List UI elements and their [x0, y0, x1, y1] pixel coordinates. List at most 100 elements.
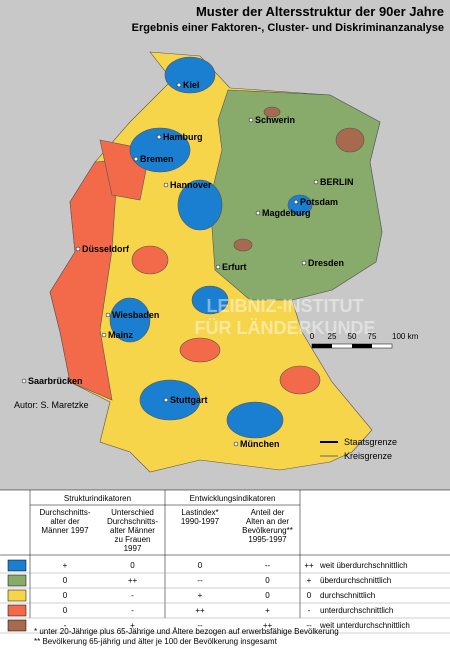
table-cell: + [198, 591, 203, 600]
city-label: Bremen [140, 154, 174, 164]
scale-label: 50 [348, 332, 357, 341]
column-header: Durchschnitts- [107, 517, 158, 526]
legend-sign: -- [306, 621, 312, 630]
table-cell: + [130, 621, 135, 630]
column-header: Anteil der [251, 508, 285, 517]
legend-label: weit unterdurchschnittlich [319, 621, 410, 630]
border-label: Kreisgrenze [344, 451, 392, 461]
city-dot [163, 397, 169, 403]
legend-sign: ++ [304, 561, 314, 570]
legend-label: durchschnittlich [320, 591, 375, 600]
column-header: Lastindex* [181, 508, 218, 517]
legend-sign: 0 [307, 591, 312, 600]
scale-label: 25 [328, 332, 337, 341]
city-label: BERLIN [320, 177, 354, 187]
table-cell: 0 [265, 591, 270, 600]
column-header: alter Männer [110, 526, 155, 535]
legend-label: weit überdurchschnittlich [319, 561, 408, 570]
city-label: Hamburg [163, 132, 203, 142]
scale-rect [352, 344, 372, 348]
scale-label: 0 [310, 332, 315, 341]
legend-sign: + [307, 576, 312, 585]
city-labels: Kiel Schwerin Hamburg Bremen BERLIN Hannover P… [21, 80, 354, 449]
scale-bar: 0 25 50 75 100 km [310, 332, 419, 349]
map-shapes [49, 51, 383, 473]
legend-table: Strukturindikatoren Entwicklungsindikator… [0, 489, 450, 650]
city-dot [215, 264, 221, 270]
city-dot [233, 441, 239, 447]
group-header: Entwicklungsindikatoren [190, 494, 276, 503]
footnote: * unter 20-Jährige plus 65-Jährige und Ä… [34, 627, 339, 636]
table-cell: -- [265, 561, 271, 570]
legend-swatch [7, 619, 27, 632]
column-header: Bevölkerung** [242, 526, 293, 535]
table-cell: 0 [63, 576, 68, 585]
city-label: Dresden [308, 258, 344, 268]
table-cell: ++ [263, 621, 273, 630]
legend-sign: - [308, 606, 311, 615]
city-dot [21, 378, 27, 384]
title: Muster der Altersstruktur der 90er Jahre [196, 4, 444, 19]
city-label: München [240, 439, 280, 449]
city-dot [176, 82, 182, 88]
table-cell: 0 [198, 561, 203, 570]
column-header: 1995-1997 [248, 535, 287, 544]
city-label: Potsdam [300, 197, 338, 207]
table-cell: 0 [130, 561, 135, 570]
table-cell: - [131, 606, 134, 615]
city-label: Saarbrücken [28, 376, 83, 386]
city-dot [105, 312, 111, 318]
table-cell: + [265, 606, 270, 615]
column-header: 1997 [124, 544, 142, 553]
city-label: Magdeburg [262, 208, 311, 218]
group-header: Strukturindikatoren [64, 494, 131, 503]
city-dot [248, 117, 254, 123]
city-label: Hannover [170, 180, 212, 190]
table-cell: -- [197, 576, 203, 585]
column-header: 1990-1997 [181, 517, 220, 526]
legend-swatch [7, 604, 27, 617]
city-label: Erfurt [222, 262, 247, 272]
legend-swatch [7, 559, 27, 572]
city-dot [75, 246, 81, 252]
footnote: ** Bevölkerung 65-jährig und älter je 10… [34, 637, 278, 646]
city-label: Mainz [108, 330, 134, 340]
city-dot [255, 210, 261, 216]
city-dot [101, 332, 107, 338]
column-header: zu Frauen [114, 535, 150, 544]
city-dot [156, 134, 162, 140]
city-dot [313, 179, 319, 185]
scale-label: 75 [368, 332, 377, 341]
column-header: alter der [50, 517, 80, 526]
legend-swatch [7, 589, 27, 602]
city-dot [293, 199, 299, 205]
column-header: Durchschnitts- [39, 508, 90, 517]
city-label: Wiesbaden [112, 310, 159, 320]
city-dot [301, 260, 307, 266]
table-bg [0, 490, 450, 650]
scale-label: 100 km [392, 332, 419, 341]
table-cell: ++ [195, 606, 205, 615]
table-cell: ++ [128, 576, 138, 585]
watermark: FÜR LÄNDERKUNDE [195, 318, 376, 338]
table-cell: 0 [63, 591, 68, 600]
column-header: Männer 1997 [41, 526, 89, 535]
column-header: Unterschied [111, 508, 154, 517]
table-cell: 0 [265, 576, 270, 585]
table-cell: 0 [63, 606, 68, 615]
border-label: Staatsgrenze [344, 437, 397, 447]
city-label: Düsseldorf [82, 244, 130, 254]
scale-rect [312, 344, 332, 348]
watermark: LEIBNIZ-INSTITUT [207, 296, 364, 316]
legend-label: überdurchschnittlich [320, 576, 391, 585]
city-dot [163, 182, 169, 188]
table-cell: - [64, 621, 67, 630]
legend-swatch [7, 574, 27, 587]
subtitle: Ergebnis einer Faktoren-, Cluster- und D… [132, 22, 444, 34]
legend-label: unterdurchschnittlich [320, 606, 393, 615]
author: Autor: S. Maretzke [14, 400, 89, 410]
table-cell: + [63, 561, 68, 570]
city-label: Kiel [183, 80, 200, 90]
